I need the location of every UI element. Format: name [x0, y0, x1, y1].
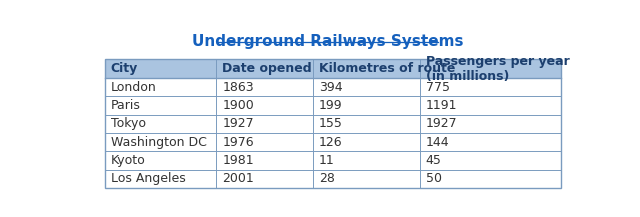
Text: Los Angeles: Los Angeles — [111, 173, 186, 186]
FancyBboxPatch shape — [105, 78, 561, 96]
FancyBboxPatch shape — [105, 96, 561, 115]
Text: City: City — [111, 62, 138, 75]
Text: 1191: 1191 — [426, 99, 457, 112]
FancyBboxPatch shape — [105, 115, 561, 133]
Text: 45: 45 — [426, 154, 442, 167]
Text: Washington DC: Washington DC — [111, 136, 207, 149]
Text: 1863: 1863 — [222, 81, 254, 94]
Text: 1927: 1927 — [222, 117, 254, 130]
Text: 11: 11 — [319, 154, 335, 167]
Text: 1981: 1981 — [222, 154, 254, 167]
Text: 1976: 1976 — [222, 136, 254, 149]
Text: 199: 199 — [319, 99, 342, 112]
Text: 126: 126 — [319, 136, 342, 149]
Text: Date opened: Date opened — [222, 62, 312, 75]
Text: 155: 155 — [319, 117, 343, 130]
Text: Paris: Paris — [111, 99, 141, 112]
Text: 28: 28 — [319, 173, 335, 186]
Text: 144: 144 — [426, 136, 449, 149]
Text: Kyoto: Kyoto — [111, 154, 145, 167]
Text: Underground Railways Systems: Underground Railways Systems — [192, 34, 464, 49]
Text: 1900: 1900 — [222, 99, 254, 112]
FancyBboxPatch shape — [105, 151, 561, 170]
Text: 50: 50 — [426, 173, 442, 186]
Text: Kilometres of route: Kilometres of route — [319, 62, 456, 75]
FancyBboxPatch shape — [105, 133, 561, 151]
FancyBboxPatch shape — [105, 59, 561, 78]
Text: 775: 775 — [426, 81, 450, 94]
Text: 394: 394 — [319, 81, 342, 94]
Text: London: London — [111, 81, 157, 94]
Text: 1927: 1927 — [426, 117, 458, 130]
FancyBboxPatch shape — [105, 170, 561, 188]
Text: Passengers per year
(in millions): Passengers per year (in millions) — [426, 55, 570, 83]
Text: 2001: 2001 — [222, 173, 254, 186]
Text: Tokyo: Tokyo — [111, 117, 146, 130]
